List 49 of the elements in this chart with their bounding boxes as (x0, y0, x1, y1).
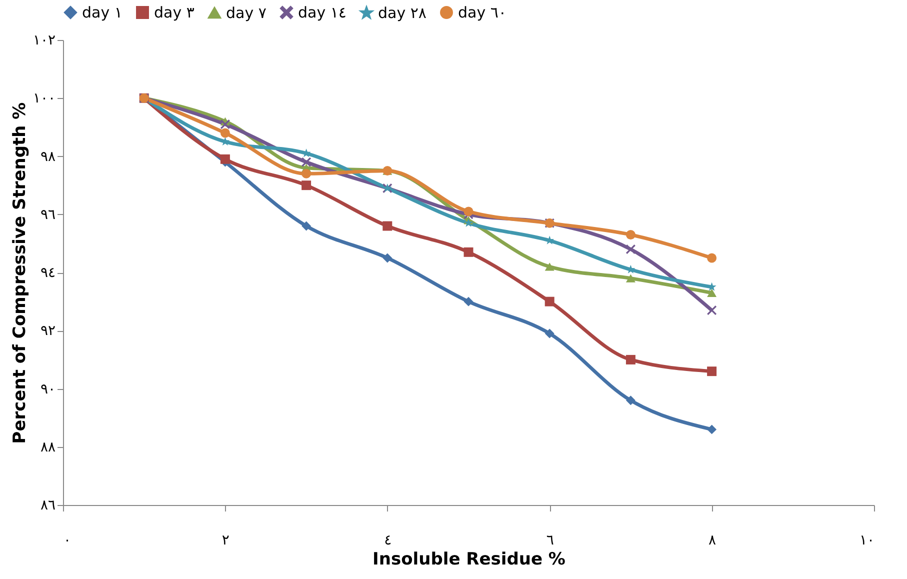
y-tick-label: ٩٠ (40, 381, 56, 398)
y-axis-title: Percent of Compressive Strength % (10, 102, 30, 444)
point (544, 328, 554, 338)
point (220, 120, 230, 130)
y-tick-label: ٩٦ (40, 206, 56, 223)
point (707, 366, 717, 376)
legend-label: day ٦٠ (458, 4, 506, 22)
point (707, 288, 717, 297)
y-tick-label: ٩٤ (40, 265, 56, 281)
point (707, 253, 717, 263)
point (626, 354, 636, 364)
y-tick-label: ٨٨ (40, 439, 56, 456)
point (302, 168, 312, 178)
point (302, 221, 312, 231)
point (544, 262, 554, 271)
y-tick-label: ١٠٢ (32, 32, 56, 48)
point (464, 206, 474, 216)
point (382, 221, 392, 231)
x-tick-label: ١٠ (859, 532, 874, 548)
point (464, 218, 474, 227)
point (302, 180, 312, 190)
x-tick-label: ٨ (708, 532, 717, 548)
point (382, 253, 392, 263)
x-tick-label: ٤ (384, 532, 392, 548)
y-tick-label: ٨٦ (40, 498, 56, 514)
y-tick-label: ٩٨ (40, 148, 56, 165)
y-tick-label: ١٠٠ (32, 90, 56, 107)
point (707, 306, 717, 316)
point (544, 296, 554, 306)
y-tick-label: ٩٢ (40, 323, 56, 340)
point (464, 247, 474, 257)
legend-label: day ٢٨ (378, 4, 426, 22)
point (464, 296, 474, 306)
point (626, 244, 636, 254)
legend-label: day ١٤ (298, 4, 346, 22)
point (626, 230, 636, 240)
point (220, 128, 230, 138)
x-axis-title: Insoluble Residue % (372, 550, 566, 570)
x-tick-label: ٦ (546, 532, 554, 548)
point (707, 424, 717, 434)
x-tick-label: ٠ (64, 532, 72, 548)
legend-label: day ٣ (154, 4, 194, 22)
point (626, 274, 636, 282)
point (302, 157, 312, 167)
point (220, 154, 230, 164)
legend-label: day ٧ (226, 4, 266, 22)
x-tick-label: ٢ (222, 532, 230, 548)
legend-label: day ١ (82, 4, 122, 22)
point (626, 396, 636, 406)
